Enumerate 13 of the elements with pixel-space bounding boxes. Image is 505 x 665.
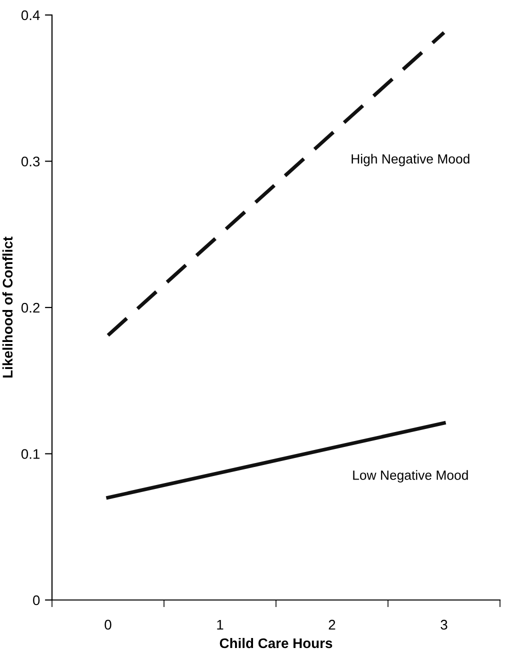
x-tick-label: 1 [217, 620, 224, 630]
text: High Negative Mood [352, 154, 470, 166]
y-tick-label: 0.1 [21, 449, 40, 459]
y-axis-title: Likelihood of Conflict [2, 236, 13, 378]
x-tick-label: 2 [328, 620, 336, 630]
y-tick-label: 0 [33, 595, 40, 606]
y-tick-label: 0.2 [21, 302, 40, 313]
series-label: Low Negative Mood [353, 470, 468, 482]
x-tick-label: 3 [440, 620, 448, 630]
y-tick-label: 0.3 [21, 156, 40, 166]
y-tick-label: 0.4 [21, 10, 40, 20]
x-axis-title: Child Care Hours [220, 638, 332, 648]
x-tick-label: 0 [104, 620, 112, 630]
